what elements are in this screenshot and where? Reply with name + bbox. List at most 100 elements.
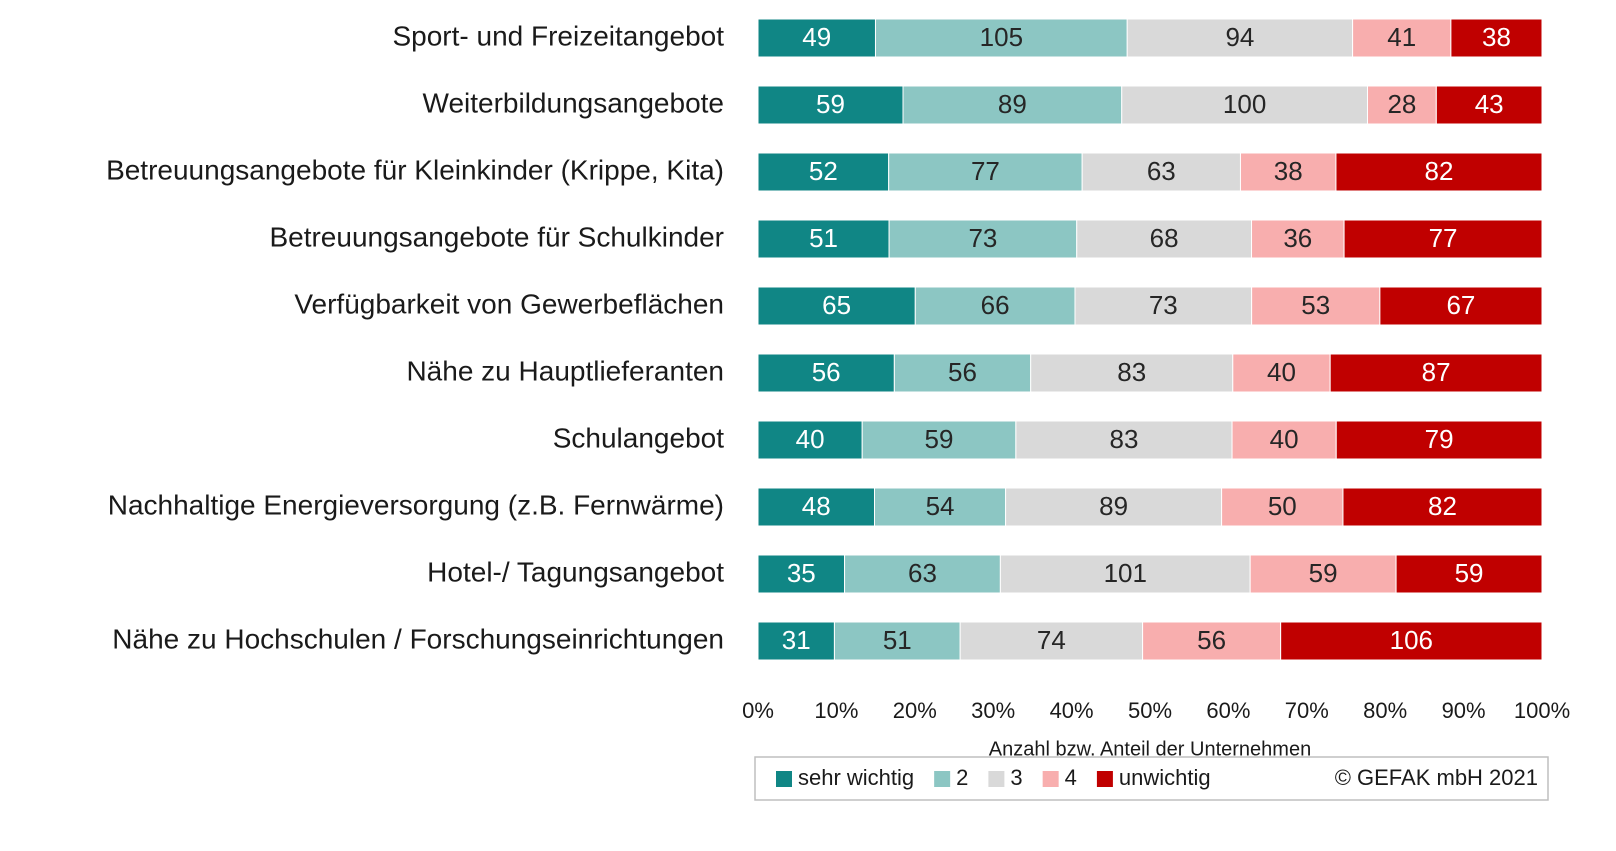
legend-label: 4 <box>1065 765 1077 790</box>
x-tick-label: 60% <box>1206 698 1250 723</box>
bar-segment <box>1074 286 1253 326</box>
data-label: 94 <box>1225 22 1254 52</box>
x-tick-label: 70% <box>1285 698 1329 723</box>
bar-segment <box>861 420 1017 460</box>
bar-segment <box>1280 621 1543 661</box>
legend-box <box>754 756 1549 801</box>
data-label: 73 <box>1149 290 1178 320</box>
data-label: 68 <box>1150 223 1179 253</box>
x-axis-label: Anzahl bzw. Anteil der Unternehmen <box>989 738 1311 760</box>
data-label: 59 <box>1455 558 1484 588</box>
category-label: Betreuungsangebote für Kleinkinder (Krip… <box>106 154 724 185</box>
data-label: 59 <box>816 89 845 119</box>
bar-segment <box>874 487 1007 527</box>
data-label: 36 <box>1283 223 1312 253</box>
bar-segment <box>757 152 890 192</box>
data-label: 106 <box>1390 625 1433 655</box>
data-label: 53 <box>1301 290 1330 320</box>
data-label: 51 <box>809 223 838 253</box>
data-label: 56 <box>812 357 841 387</box>
annotation: © GEFAK mbH 2021 <box>1335 765 1538 790</box>
bar-segment <box>1450 18 1543 58</box>
data-label: 28 <box>1387 89 1416 119</box>
bar-segment <box>1142 621 1282 661</box>
category-label: Nachhaltige Energieversorgung (z.B. Fern… <box>108 489 724 520</box>
legend-marker <box>776 771 792 787</box>
legend-marker <box>1042 771 1059 787</box>
data-label: 73 <box>968 223 997 253</box>
bar-segment <box>757 353 895 393</box>
bar-segment <box>833 621 961 661</box>
data-label: 56 <box>1197 625 1226 655</box>
legend-label: sehr wichtig <box>798 765 914 790</box>
data-label: 35 <box>787 558 816 588</box>
bar-segment <box>888 152 1083 192</box>
bar-segment <box>757 286 916 326</box>
data-label: 49 <box>802 22 831 52</box>
bar-segment <box>1335 420 1543 460</box>
data-label: 74 <box>1037 625 1066 655</box>
x-tick-label: 20% <box>893 698 937 723</box>
data-label: 38 <box>1482 22 1511 52</box>
data-label: 83 <box>1109 424 1138 454</box>
data-label: 105 <box>980 22 1023 52</box>
bar-segment <box>1239 152 1337 192</box>
data-label: 82 <box>1425 156 1454 186</box>
data-label: 59 <box>925 424 954 454</box>
data-label: 50 <box>1268 491 1297 521</box>
bar-segment <box>1251 286 1381 326</box>
bar-segment <box>1076 219 1253 259</box>
legend-marker <box>1096 771 1113 787</box>
bar-segment <box>1395 554 1543 594</box>
category-label: Betreuungsangebote für Schulkinder <box>269 221 724 252</box>
bar-segment <box>757 554 846 594</box>
data-label: 38 <box>1274 156 1303 186</box>
data-label: 51 <box>883 625 912 655</box>
data-label: 48 <box>802 491 831 521</box>
data-label: 41 <box>1387 22 1416 52</box>
bar-segment <box>1081 152 1241 192</box>
data-label: 66 <box>981 290 1010 320</box>
bar-segment <box>1232 353 1331 393</box>
legend-marker <box>988 771 1005 787</box>
bar-segment <box>757 420 863 460</box>
data-label: 67 <box>1446 290 1475 320</box>
legend-label: 3 <box>1010 765 1022 790</box>
bar-segment <box>757 621 835 661</box>
data-label: 56 <box>948 357 977 387</box>
category-label: Weiterbildungsangebote <box>423 87 724 118</box>
bar-segment <box>1352 18 1452 58</box>
bar-segment <box>1367 85 1437 125</box>
bar-segment <box>1329 353 1543 393</box>
bar-segment <box>1379 286 1543 326</box>
data-label: 77 <box>1429 223 1458 253</box>
bar-segment <box>999 554 1251 594</box>
x-tick-label: 50% <box>1128 698 1172 723</box>
bar-segment <box>757 18 876 58</box>
legend-label: 2 <box>956 765 968 790</box>
bar-segment <box>1030 353 1234 393</box>
legend-marker <box>934 771 951 787</box>
bar-segment <box>1342 487 1543 527</box>
bar-segment <box>1343 219 1543 259</box>
data-label: 83 <box>1117 357 1146 387</box>
bar-segment <box>1121 85 1369 125</box>
x-tick-label: 90% <box>1442 698 1486 723</box>
category-label: Sport- und Freizeitangebot <box>392 20 724 51</box>
bar-segment <box>844 554 1001 594</box>
bar-segment <box>1435 85 1543 125</box>
bar-segment <box>888 219 1078 259</box>
bar-segment <box>893 353 1032 393</box>
category-label: Verfügbarkeit von Gewerbeflächen <box>294 288 724 319</box>
data-label: 87 <box>1422 357 1451 387</box>
category-label: Hotel-/ Tagungsangebot <box>427 556 724 587</box>
bar-segment <box>902 85 1123 125</box>
data-label: 89 <box>998 89 1027 119</box>
x-tick-label: 10% <box>814 698 858 723</box>
data-label: 40 <box>796 424 825 454</box>
category-label: Nähe zu Hauptlieferanten <box>406 355 724 386</box>
legend-label: unwichtig <box>1119 765 1211 790</box>
bar-segment <box>1335 152 1543 192</box>
data-label: 100 <box>1223 89 1266 119</box>
